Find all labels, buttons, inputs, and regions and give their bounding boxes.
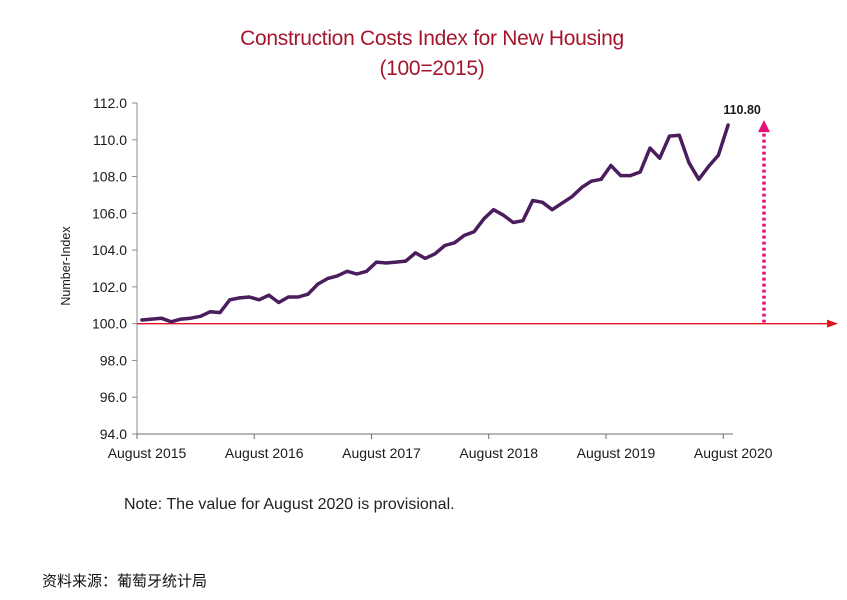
data-point (326, 277, 329, 281)
data-point (335, 274, 339, 278)
x-tick-label: August 2016 (225, 445, 304, 461)
series-line (140, 123, 730, 324)
data-label: 110.80 (723, 103, 761, 117)
data-point (453, 241, 456, 245)
data-point (716, 153, 720, 157)
data-point (296, 295, 300, 299)
data-point (423, 256, 427, 260)
chart-title: Construction Costs Index for New Housing (240, 27, 624, 50)
data-point (658, 156, 662, 160)
data-point (501, 213, 505, 217)
axes (136, 103, 733, 435)
data-point (394, 260, 398, 264)
data-point (599, 177, 603, 181)
data-point (404, 259, 408, 263)
data-point (443, 244, 447, 247)
data-point (433, 252, 437, 256)
data-point (462, 233, 466, 237)
data-point (697, 177, 701, 181)
y-tick-label: 106.0 (92, 205, 127, 221)
data-point (159, 316, 163, 320)
data-point (609, 164, 613, 167)
data-point (619, 174, 623, 178)
provisional-arrow-head (758, 120, 770, 133)
reference-line-arrowhead (827, 319, 838, 328)
data-point (570, 195, 574, 199)
y-tick-label: 96.0 (100, 389, 127, 405)
data-point (492, 208, 496, 212)
data-point (384, 261, 388, 265)
data-point (199, 314, 202, 318)
x-axis-ticks: August 2015 August 2016 August 2017 August … (108, 434, 773, 461)
source-text: 资料来源：葡萄牙统计局 (42, 573, 208, 590)
y-tick-label: 112.0 (93, 95, 127, 111)
y-axis-ticks: 112.0 110.0 108.0 106.0 104.0 102.0 100.0 98.0 9… (92, 95, 137, 442)
data-point (365, 269, 369, 273)
data-point (286, 295, 290, 299)
y-tick-label: 100.0 (92, 316, 127, 332)
data-point (140, 318, 144, 322)
data-point (648, 146, 652, 150)
data-point (306, 292, 310, 296)
y-tick-label: 104.0 (92, 242, 127, 258)
y-tick-label: 108.0 (92, 169, 127, 185)
y-axis-title: Number-Index (59, 226, 73, 306)
data-point (277, 301, 281, 304)
data-point (316, 282, 320, 286)
y-tick-label: 98.0 (100, 352, 127, 368)
data-point (589, 179, 593, 183)
chart-note: Note: The value for August 2020 is provi… (124, 496, 455, 513)
annotation-group: 110.80 (723, 103, 770, 323)
data-point (541, 200, 544, 204)
data-point (345, 269, 349, 273)
data-point (228, 298, 232, 302)
y-tick-label: 94.0 (100, 426, 127, 442)
data-point (189, 316, 193, 320)
data-point (257, 298, 261, 302)
data-point (169, 320, 173, 324)
series-group (140, 123, 730, 324)
data-point (414, 251, 417, 255)
data-point (179, 317, 183, 321)
y-tick-label: 102.0 (92, 279, 127, 295)
data-point (374, 260, 378, 264)
data-point (238, 296, 242, 300)
data-point (521, 219, 525, 223)
data-point (638, 170, 642, 174)
data-point (677, 133, 681, 137)
data-point (550, 208, 554, 212)
data-point (482, 217, 486, 221)
data-point (208, 310, 212, 314)
reference-line-group (137, 319, 838, 328)
data-point (218, 311, 222, 315)
data-point (668, 134, 671, 138)
data-point (531, 199, 535, 202)
data-point (687, 161, 691, 165)
x-tick-label: August 2018 (459, 445, 538, 461)
data-point (511, 221, 515, 224)
data-point (707, 164, 711, 168)
data-point (267, 293, 271, 297)
x-tick-label: August 2019 (577, 445, 656, 461)
data-point (150, 317, 154, 321)
x-tick-label: August 2015 (108, 445, 187, 461)
data-point (580, 186, 584, 190)
x-tick-label: August 2017 (342, 445, 421, 461)
data-point (628, 174, 632, 178)
data-point (472, 230, 476, 234)
data-point (560, 201, 564, 205)
x-tick-label: August 2020 (694, 445, 773, 461)
data-point (726, 123, 730, 127)
data-point (247, 295, 251, 299)
y-tick-label: 110.0 (93, 132, 127, 148)
chart-subtitle: (100=2015) (379, 57, 485, 80)
data-point (355, 272, 359, 276)
